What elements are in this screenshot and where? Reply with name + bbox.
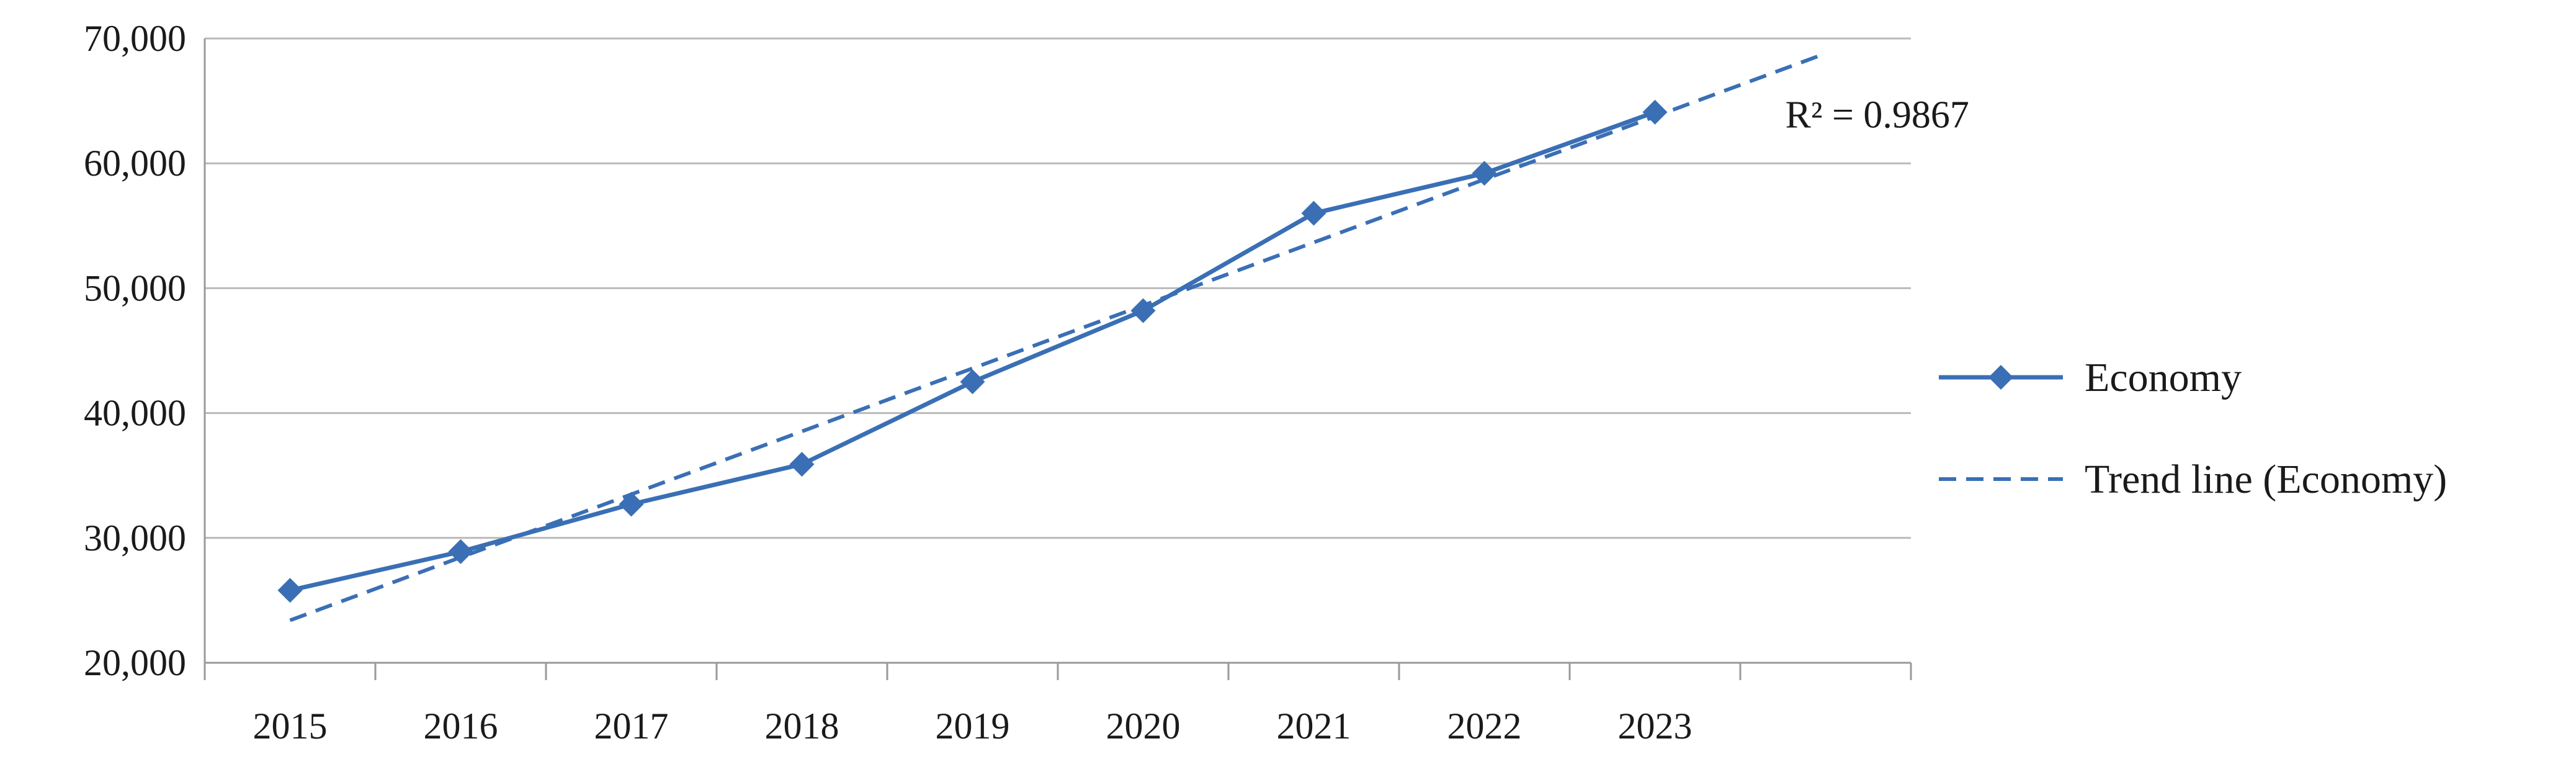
y-tick-label: 50,000 xyxy=(84,267,186,308)
data-point-marker xyxy=(1130,298,1156,323)
gridlines xyxy=(205,37,1911,539)
x-tick-label: 2023 xyxy=(1618,706,1693,747)
legend: Economy Trend line (Economy) xyxy=(1939,355,2447,502)
data-point-marker xyxy=(789,452,815,477)
x-tick-label: 2018 xyxy=(765,706,839,747)
data-point-marker xyxy=(1301,200,1326,226)
x-tick-label: 2016 xyxy=(424,706,498,747)
x-tick-label: 2015 xyxy=(253,706,328,747)
y-tick-labels: 20,000 30,000 40,000 50,000 60,000 70,000 xyxy=(84,18,186,683)
x-tick-label: 2017 xyxy=(594,706,669,747)
data-point-marker xyxy=(448,539,473,564)
legend-economy-marker xyxy=(1988,365,2013,390)
axes xyxy=(203,38,1912,680)
data-point-marker xyxy=(277,578,303,603)
economy-line xyxy=(289,110,1656,593)
x-tick-label: 2020 xyxy=(1106,706,1181,747)
legend-trend-label: Trend line (Economy) xyxy=(2085,457,2447,502)
y-tick-label: 40,000 xyxy=(84,393,186,434)
x-tick-label: 2022 xyxy=(1447,706,1522,747)
x-tick-label: 2019 xyxy=(936,706,1010,747)
x-tick-label: 2021 xyxy=(1277,706,1351,747)
x-tick-labels: 2015 2016 2017 2018 2019 2020 2021 2022 2023 xyxy=(253,706,1693,747)
economy-series xyxy=(277,99,1668,603)
legend-economy-label: Economy xyxy=(2085,355,2242,400)
y-tick-label: 70,000 xyxy=(84,18,186,59)
data-point-marker xyxy=(960,369,985,395)
r-squared-annotation: R² = 0.9867 xyxy=(1786,94,1969,137)
y-tick-label: 20,000 xyxy=(84,642,186,683)
y-tick-label: 30,000 xyxy=(84,518,186,559)
data-point-marker xyxy=(619,491,644,517)
y-tick-label: 60,000 xyxy=(84,143,186,184)
data-point-marker xyxy=(1472,161,1497,186)
data-point-marker xyxy=(1642,99,1668,125)
